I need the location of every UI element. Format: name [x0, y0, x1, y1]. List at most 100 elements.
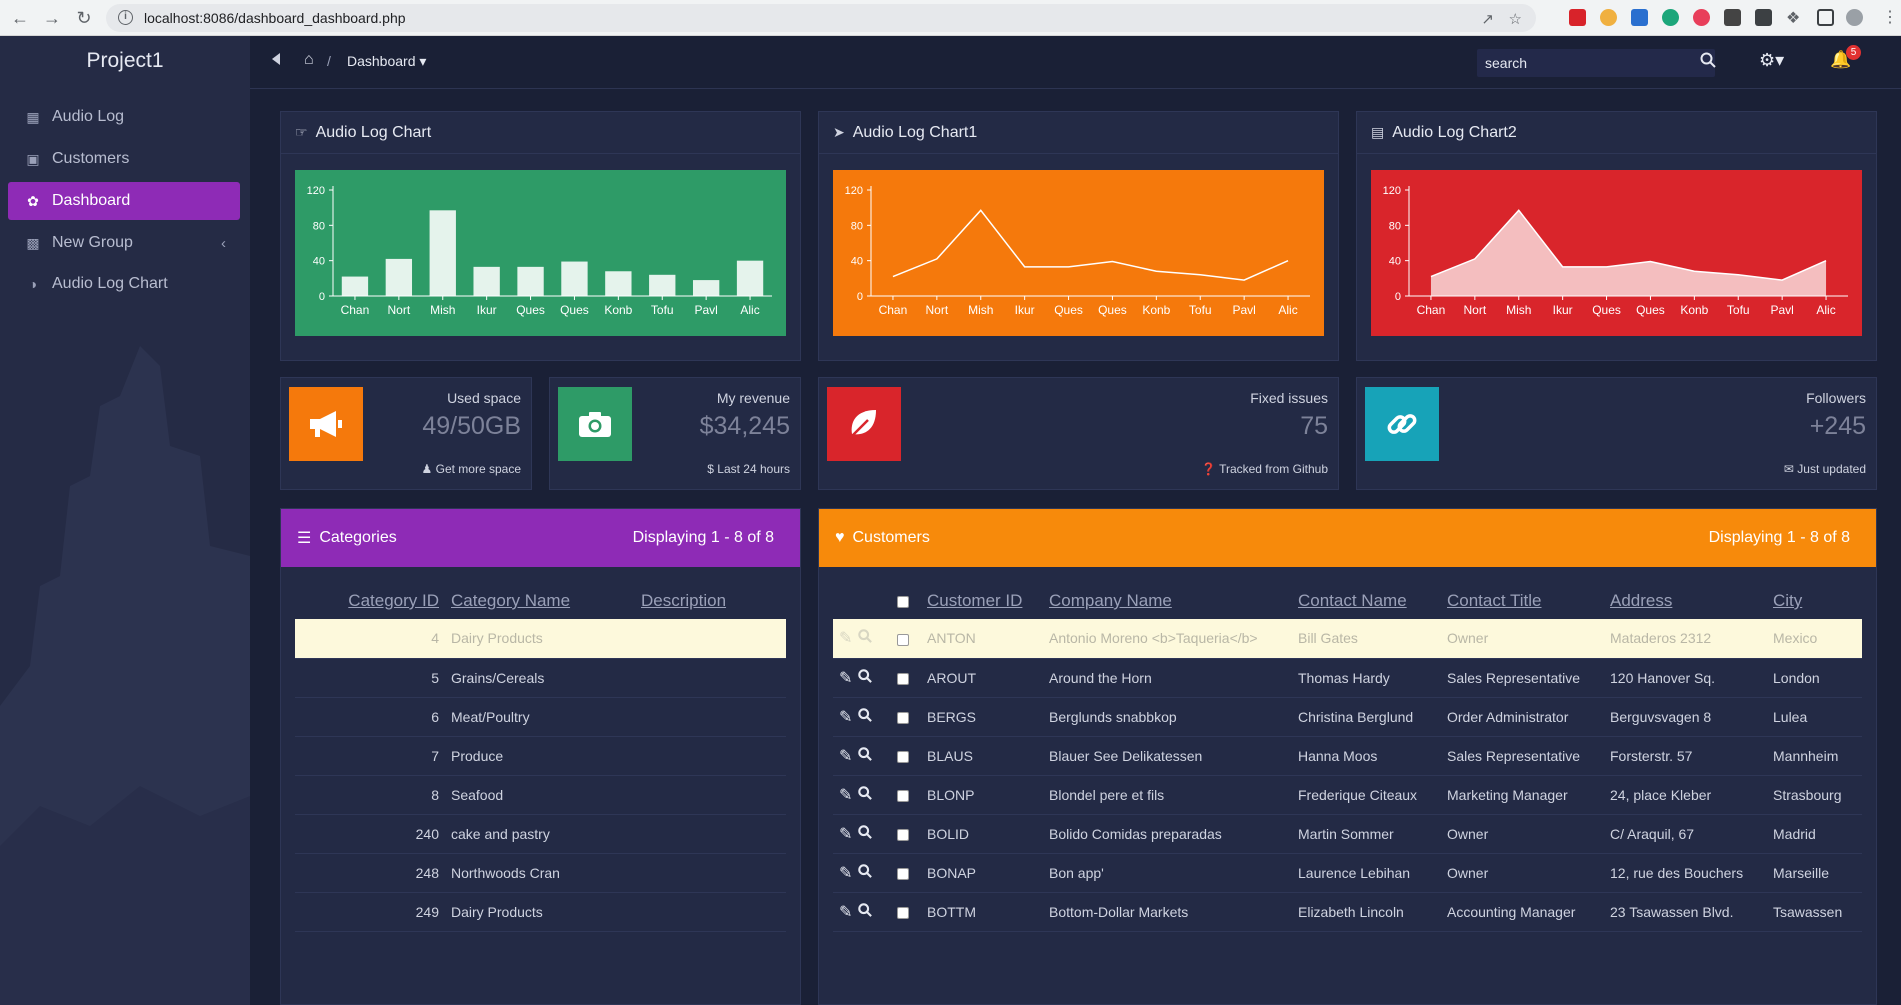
brand-title[interactable]: Project1 [86, 49, 164, 72]
edit-icon[interactable]: ✎ [839, 864, 853, 882]
sidebar-item-customers[interactable]: ▣ Customers [8, 140, 240, 178]
edit-icon[interactable]: ✎ [839, 669, 853, 687]
view-search-icon[interactable] [858, 668, 873, 686]
extension-icon[interactable] [1693, 9, 1710, 26]
site-info-icon[interactable]: i [118, 10, 133, 25]
table-row[interactable]: 6 Meat/Poultry [295, 697, 786, 737]
edit-icon[interactable]: ✎ [839, 708, 853, 726]
sidebar-item-label: Customers [52, 150, 130, 167]
table-row[interactable]: 8 Seafood [295, 775, 786, 815]
view-search-icon[interactable] [858, 824, 873, 842]
puzzle-icon[interactable]: ❖ [1786, 10, 1801, 27]
address-bar[interactable]: i localhost:8086/dashboard_dashboard.php… [106, 4, 1536, 32]
row-checkbox[interactable] [897, 750, 909, 763]
table-row[interactable]: ✎ BLAUS Blauer See Delikatessen Hanna Moos S… [833, 736, 1862, 776]
column-header[interactable]: Contact Title [1447, 591, 1542, 610]
search-input[interactable] [1477, 49, 1715, 77]
sidebar-toggle-icon[interactable] [272, 53, 280, 65]
home-icon[interactable]: ⌂ [304, 51, 314, 68]
row-select [891, 853, 921, 893]
table-row[interactable]: ✎ BONAP Bon app' Laurence Lebihan Owner 12, r… [833, 853, 1862, 893]
x-tick-label: Mish [1506, 303, 1531, 317]
table-row[interactable]: 249 Dairy Products [295, 892, 786, 932]
view-search-icon[interactable] [858, 863, 873, 881]
view-search-icon[interactable] [858, 746, 873, 764]
view-search-icon[interactable] [858, 707, 873, 725]
edit-icon[interactable]: ✎ [839, 825, 853, 843]
back-arrow-icon[interactable]: ← [11, 8, 29, 28]
edit-icon[interactable]: ✎ [839, 747, 853, 765]
sidepanel-icon[interactable] [1817, 9, 1834, 26]
row-checkbox[interactable] [897, 633, 909, 646]
sidebar-item-dashboard[interactable]: ✿ Dashboard [8, 182, 240, 220]
view-search-icon[interactable] [858, 785, 873, 803]
menu-dots-icon[interactable]: ⋮ [1882, 9, 1898, 26]
edit-icon[interactable]: ✎ [839, 903, 853, 921]
column-header[interactable]: Category Name [451, 591, 571, 610]
table-cell: Mannheim [1767, 736, 1862, 776]
row-checkbox[interactable] [897, 867, 909, 880]
table-row[interactable]: 248 Northwoods Cran [295, 853, 786, 893]
column-header[interactable]: Category ID [348, 591, 439, 610]
table-cell: Hanna Moos [1292, 736, 1441, 776]
table-row[interactable]: ✎ BOTTM Bottom-Dollar Markets Elizabeth Lin… [833, 892, 1862, 932]
extension-icon[interactable] [1600, 9, 1617, 26]
extension-icon[interactable] [1631, 9, 1648, 26]
select-all-checkbox[interactable] [897, 595, 909, 608]
table-row[interactable]: ✎ BOLID Bolido Comidas preparadas Martin So… [833, 814, 1862, 854]
table-row[interactable]: ✎ AROUT Around the Horn Thomas Hardy Sales R… [833, 658, 1862, 698]
search-icon[interactable] [1700, 52, 1716, 68]
row-checkbox[interactable] [897, 828, 909, 841]
row-checkbox[interactable] [897, 711, 909, 724]
stat-footer[interactable]: ♟ Get more space [422, 462, 521, 476]
reload-icon[interactable]: ↻ [76, 8, 92, 28]
bar [736, 260, 764, 296]
bell-icon[interactable]: 🔔 [1830, 50, 1852, 69]
view-search-icon[interactable] [858, 629, 873, 646]
y-tick-label: 0 [1395, 291, 1401, 303]
avatar[interactable] [1846, 9, 1863, 26]
edit-icon[interactable]: ✎ [839, 786, 853, 804]
table-row[interactable]: 240 cake and pastry [295, 814, 786, 854]
sidebar-item-audio-log[interactable]: ▦ Audio Log [8, 98, 240, 136]
column-header[interactable]: Customer ID [927, 591, 1023, 610]
select-all-checkbox-header[interactable] [891, 579, 921, 619]
forward-arrow-icon[interactable]: → [43, 8, 61, 28]
extension-icon[interactable] [1662, 9, 1679, 26]
audio-log-line-chart: 0 40 80 120 Chan Nort Mish Ikur Ques Ques Konb Tofu… [833, 170, 1324, 336]
grid-icon: ☰ [297, 530, 312, 547]
column-header[interactable]: Company Name [1049, 591, 1172, 610]
stat-card-used-space: Used space 49/50GB ♟ Get more space [280, 377, 532, 490]
extension-icon[interactable] [1755, 9, 1772, 26]
column-header[interactable]: City [1773, 591, 1803, 610]
row-checkbox[interactable] [897, 789, 909, 802]
table-row[interactable]: 4 Dairy Products [295, 619, 786, 659]
extension-icon[interactable] [1724, 9, 1741, 26]
bookmark-star-icon[interactable]: ☆ [1508, 11, 1522, 28]
table-row[interactable]: ✎ ANTON Antonio Moreno <b>Taqueria</b> Bill… [833, 619, 1862, 659]
column-header[interactable]: Description [641, 591, 727, 610]
table-row[interactable]: 5 Grains/Cereals [295, 658, 786, 698]
x-tick-label: Chan [341, 303, 370, 317]
stat-footer[interactable]: ✉ Just updated [1784, 462, 1866, 476]
table-row[interactable]: ✎ BLONP Blondel pere et fils Frederique Cit… [833, 775, 1862, 815]
notification-badge: 5 [1846, 45, 1861, 60]
view-search-icon[interactable] [858, 902, 873, 920]
edit-icon[interactable]: ✎ [839, 630, 853, 648]
stat-footer[interactable]: ❓ Tracked from Github [1201, 462, 1328, 476]
bar [385, 258, 413, 296]
breadcrumb[interactable]: Dashboard ▾ [347, 53, 427, 69]
table-row[interactable]: ✎ BERGS Berglunds snabbkop Christina Berglu… [833, 697, 1862, 737]
sidebar-item-audio-log-chart[interactable]: ◑ Audio Log Chart [8, 265, 240, 303]
column-header[interactable]: Contact Name [1298, 591, 1407, 610]
extension-icon[interactable] [1569, 9, 1586, 26]
gear-icon[interactable]: ⚙▾ [1759, 50, 1785, 70]
column-header[interactable]: Address [1610, 591, 1673, 610]
row-checkbox[interactable] [897, 906, 909, 919]
table-row[interactable]: 7 Produce [295, 736, 786, 776]
row-checkbox[interactable] [897, 672, 909, 685]
y-tick-label: 0 [857, 291, 863, 303]
sidebar-item-new-group[interactable]: ▩ New Group ‹ [8, 224, 240, 262]
share-icon[interactable]: ↗ [1481, 11, 1494, 28]
stat-footer[interactable]: $ Last 24 hours [707, 462, 790, 476]
